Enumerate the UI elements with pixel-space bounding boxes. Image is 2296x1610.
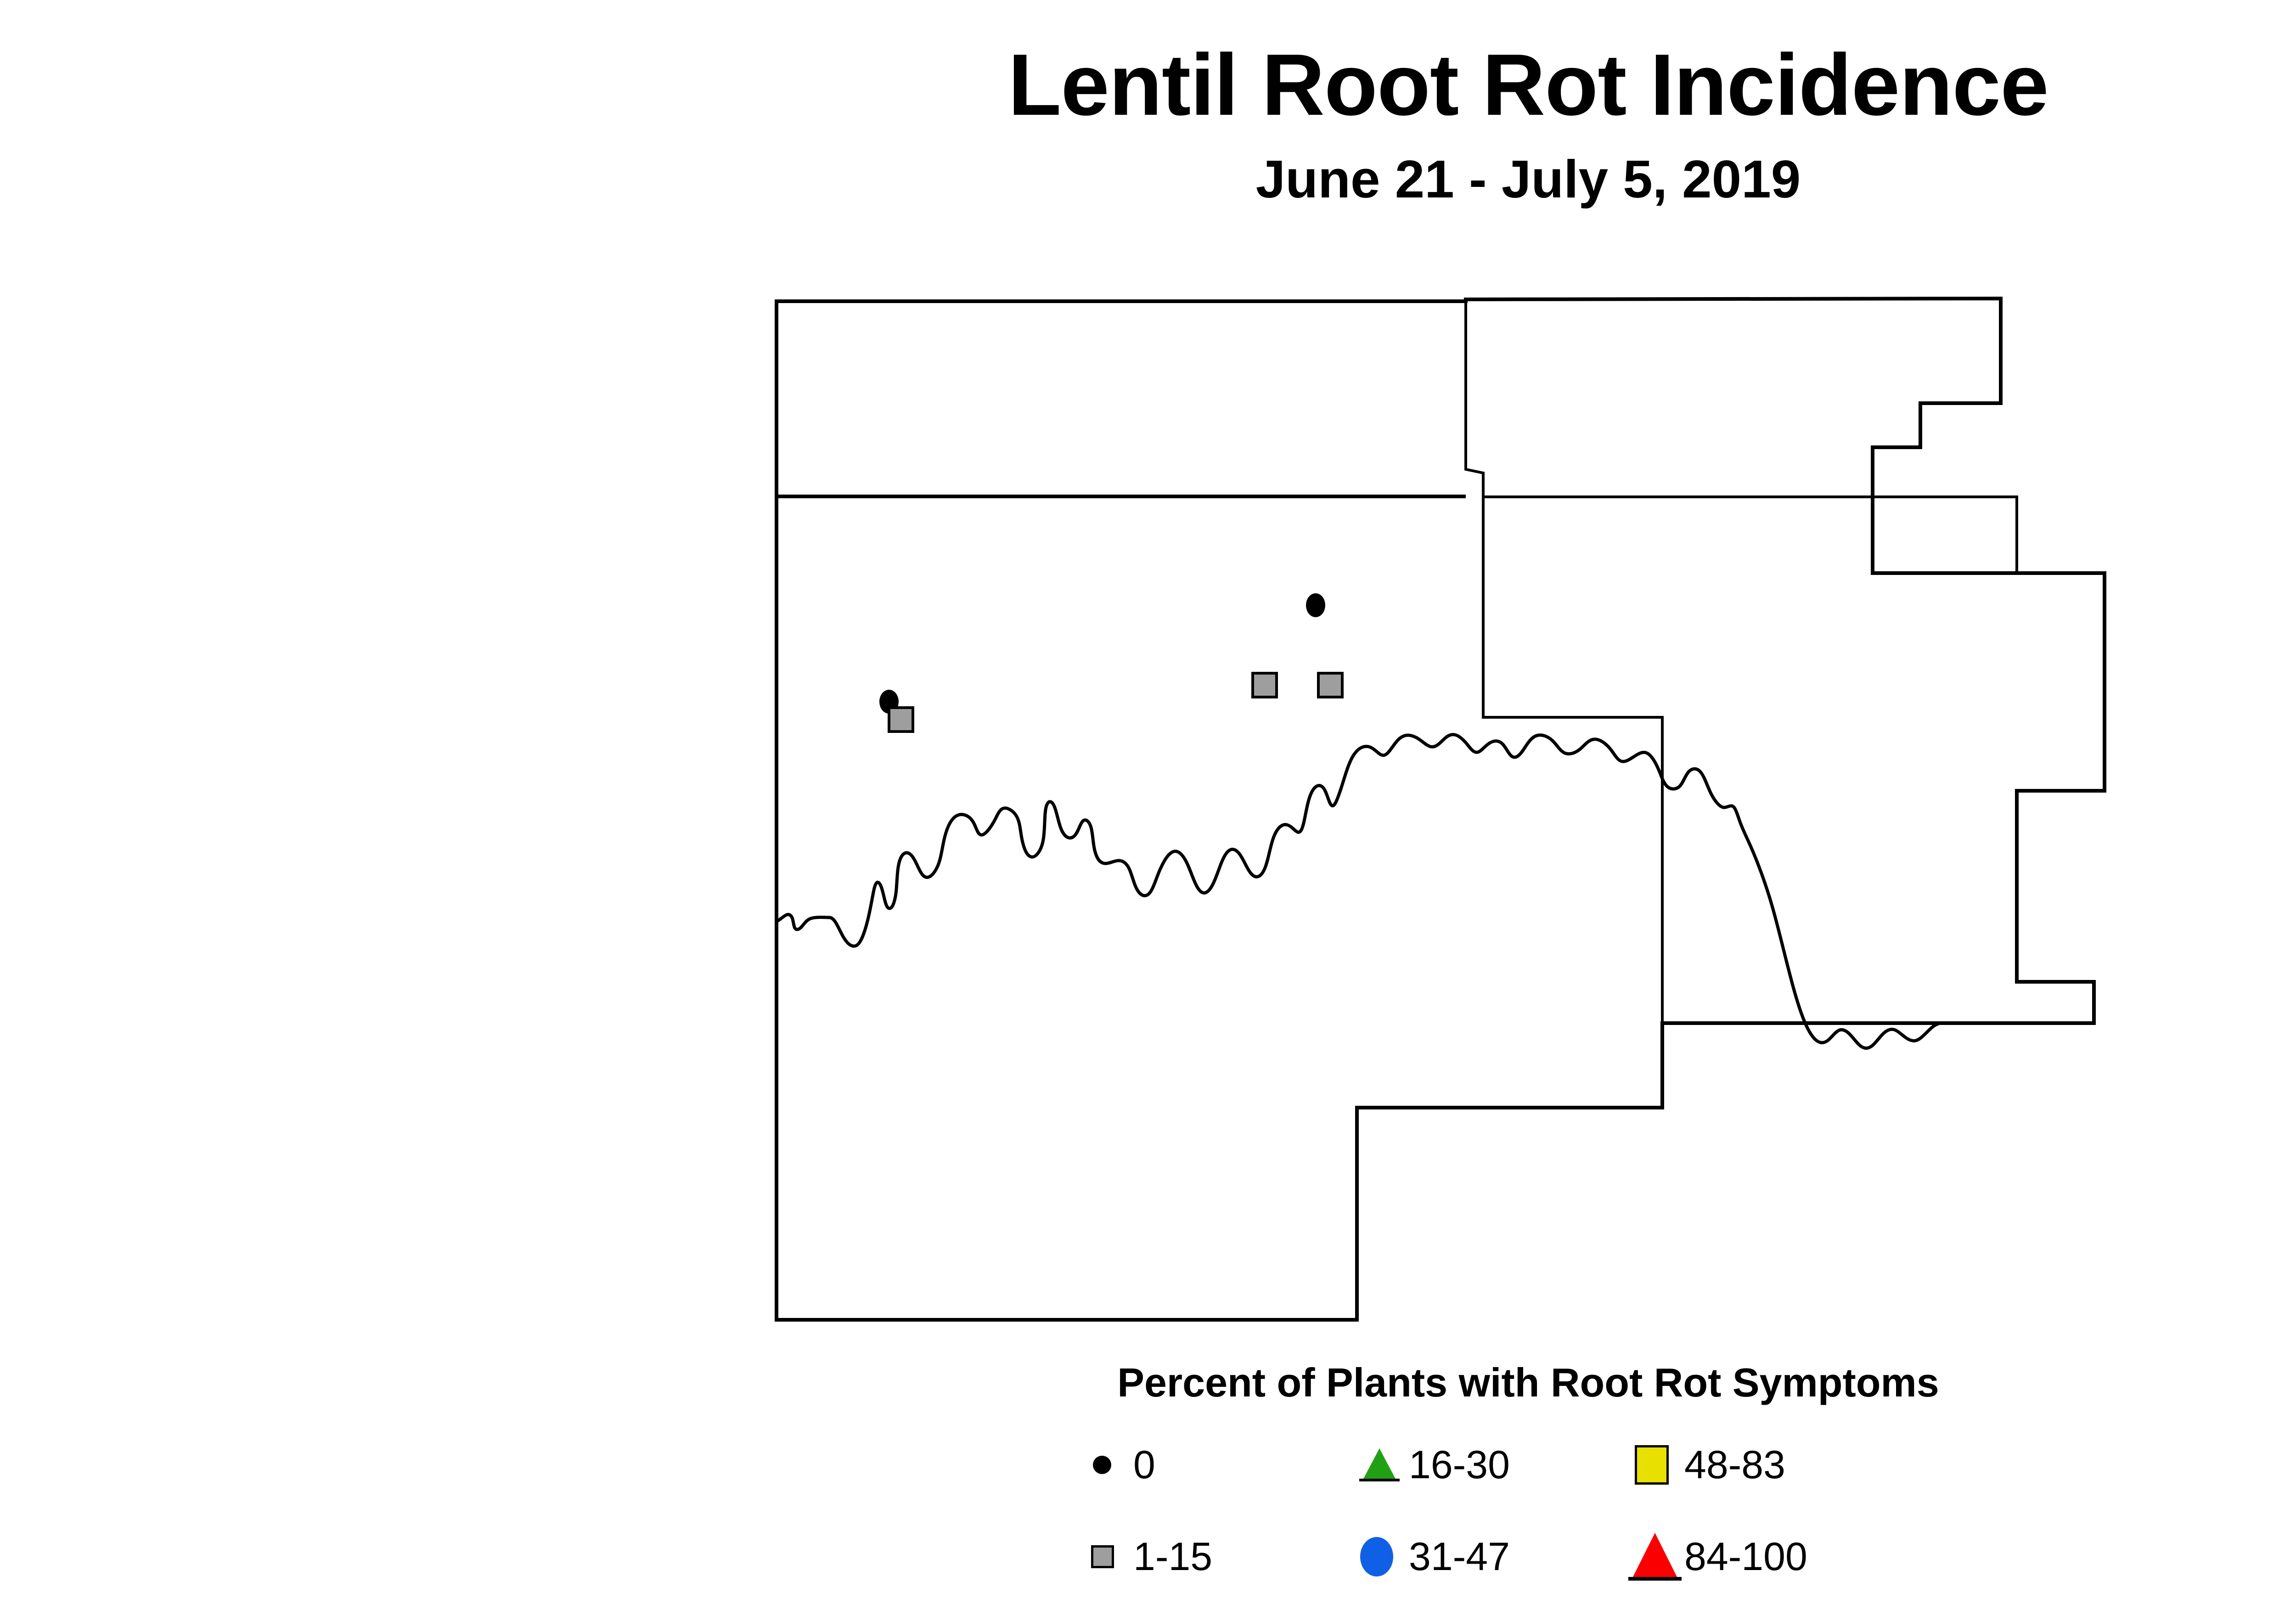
data-point-markers — [879, 593, 1344, 733]
blue-circle-icon — [1360, 1537, 1393, 1576]
gray-square-icon — [1091, 1545, 1114, 1568]
legend-item-1-15[interactable]: 1-15 — [1070, 1534, 1345, 1580]
black-dot-icon — [1093, 1456, 1111, 1474]
legend-item-label: 48-83 — [1684, 1442, 1785, 1487]
data-point-marker[interactable] — [1251, 672, 1278, 698]
legend-grid: 0 16-30 48-83 1-15 — [1070, 1419, 1942, 1603]
county-line-mid-horizontal — [1483, 495, 2018, 573]
legend-item-label: 16-30 — [1409, 1442, 1510, 1487]
data-point-marker[interactable] — [888, 706, 914, 733]
legend-row: 0 16-30 48-83 — [1070, 1419, 1942, 1511]
legend-swatch-wrapper — [1070, 1456, 1130, 1474]
county-line-mid-vertical — [1482, 497, 1664, 1023]
data-point-marker[interactable] — [1306, 593, 1325, 617]
legend-row: 1-15 31-47 84-100 — [1070, 1511, 1942, 1603]
legend-swatch-wrapper — [1345, 1448, 1405, 1481]
page-subtitle: June 21 - July 5, 2019 — [1255, 149, 1801, 209]
legend-title: Percent of Plants with Root Rot Symptoms — [1117, 1360, 1939, 1405]
legend-item-label: 0 — [1133, 1442, 1155, 1487]
county-divider-lines — [777, 301, 2105, 1023]
legend-item-label: 84-100 — [1684, 1534, 1807, 1579]
legend-swatch-wrapper — [1621, 1533, 1682, 1581]
data-point-marker[interactable] — [1317, 672, 1344, 698]
legend-item-label: 1-15 — [1133, 1534, 1213, 1579]
legend-swatch-wrapper — [1621, 1445, 1681, 1485]
page-title: Lentil Root Rot Incidence — [1008, 36, 2049, 134]
red-triangle-icon — [1628, 1533, 1682, 1581]
river-boundary-group — [775, 733, 1940, 1050]
yellow-square-icon — [1635, 1445, 1669, 1485]
legend-item-0[interactable]: 0 — [1070, 1442, 1345, 1488]
title-block: Lentil Root Rot Incidence June 21 - July… — [0, 41, 2296, 206]
legend-item-84-100[interactable]: 84-100 — [1621, 1533, 1896, 1581]
region-outer-boundary — [775, 296, 2106, 1322]
river-boundary — [775, 733, 1940, 1050]
legend-swatch-wrapper — [1345, 1537, 1405, 1576]
legend-item-31-47[interactable]: 31-47 — [1345, 1534, 1621, 1580]
county-line-north-vertical — [1464, 301, 1485, 497]
legend: Percent of Plants with Root Rot Symptoms… — [0, 1359, 2296, 1581]
legend-item-label: 31-47 — [1409, 1534, 1510, 1579]
legend-item-16-30[interactable]: 16-30 — [1345, 1442, 1621, 1488]
legend-swatch-wrapper — [1070, 1545, 1130, 1568]
legend-item-48-83[interactable]: 48-83 — [1621, 1442, 1896, 1488]
map-outline-group — [775, 296, 2106, 1322]
green-triangle-icon — [1359, 1448, 1400, 1481]
